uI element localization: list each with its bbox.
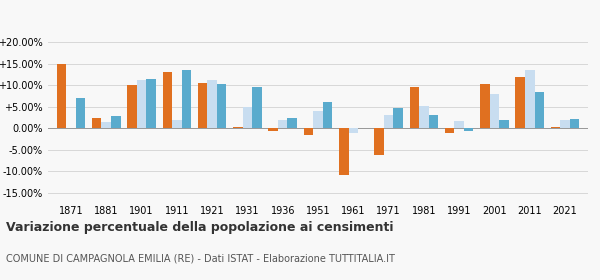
Bar (535, 92, 544, 128)
Bar (233, 127, 242, 128)
Bar (551, 127, 560, 128)
Bar (92, 118, 101, 128)
Bar (287, 118, 297, 128)
Bar (428, 115, 438, 128)
Text: COMUNE DI CAMPAGNOLA EMILIA (RE) - Dati ISTAT - Elaborazione TUTTITALIA.IT: COMUNE DI CAMPAGNOLA EMILIA (RE) - Dati … (6, 254, 395, 264)
Bar (525, 70, 535, 128)
Bar (384, 115, 394, 128)
Bar (323, 102, 332, 128)
Bar (515, 77, 525, 128)
Bar (560, 120, 570, 128)
Bar (374, 128, 384, 155)
Bar (419, 106, 428, 128)
Bar (410, 87, 419, 128)
Bar (127, 85, 137, 128)
Bar (182, 70, 191, 128)
Bar (278, 120, 287, 128)
Bar (394, 108, 403, 128)
Bar (146, 79, 156, 128)
Bar (242, 107, 252, 128)
Bar (490, 94, 499, 128)
Bar (464, 128, 473, 130)
Bar (101, 122, 111, 128)
Bar (111, 116, 121, 128)
Bar (163, 72, 172, 128)
Bar (217, 85, 226, 128)
Bar (339, 128, 349, 175)
Bar (304, 128, 313, 135)
Bar (198, 83, 208, 128)
Bar (499, 120, 509, 128)
Bar (349, 128, 358, 133)
Bar (252, 87, 262, 128)
Bar (172, 120, 182, 128)
Bar (268, 128, 278, 130)
Bar (56, 64, 66, 128)
Bar (480, 84, 490, 128)
Bar (137, 80, 146, 128)
Text: Variazione percentuale della popolazione ai censimenti: Variazione percentuale della popolazione… (6, 221, 394, 234)
Bar (445, 128, 454, 133)
Bar (570, 119, 580, 128)
Bar (454, 121, 464, 128)
Bar (76, 98, 85, 128)
Bar (313, 111, 323, 128)
Bar (208, 80, 217, 128)
